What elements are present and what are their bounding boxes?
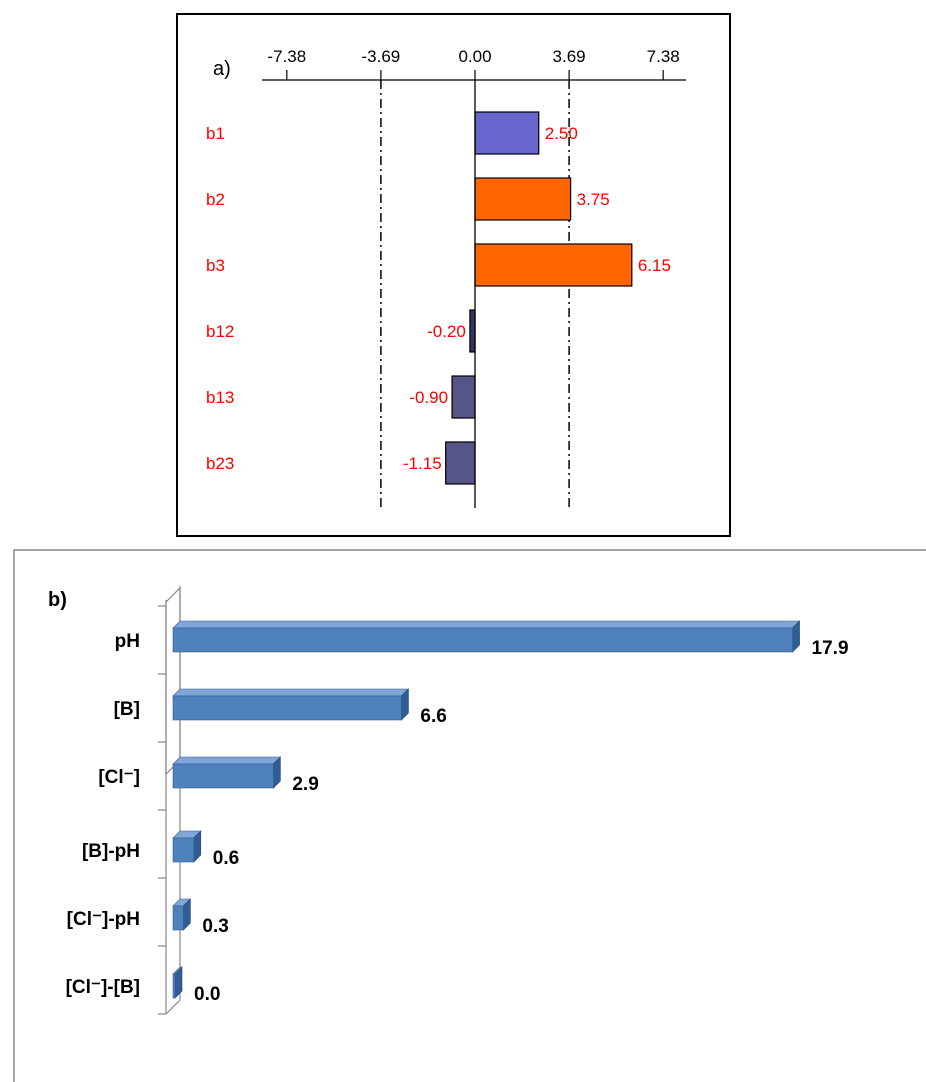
chart-b-bar	[173, 831, 201, 862]
chart-b-value-label: 2.9	[292, 774, 318, 795]
chart-b-category-label: [B]	[114, 699, 140, 720]
chart-b-bar	[173, 899, 190, 930]
chart-b-category-label: [Cl⁻]-[B]	[66, 977, 140, 998]
chart-b-value-label: 0.6	[213, 848, 239, 869]
chart-b-category-label: [B]-pH	[82, 841, 140, 862]
chart-b-bar	[173, 757, 280, 788]
chart-b-category-label: [Cl⁻]	[98, 767, 140, 788]
chart-b-value-label: 0.3	[202, 916, 228, 937]
chart-b-value-label: 17.9	[812, 638, 849, 659]
chart-b-category-label: pH	[115, 631, 140, 652]
chart-b-bar	[173, 689, 408, 720]
chart-b-axis-wall	[166, 588, 180, 774]
chart-b-category-label: [Cl⁻]-pH	[67, 909, 140, 930]
chart-b-bar	[173, 621, 800, 652]
chart-b-value-label: 0.0	[194, 984, 220, 1005]
chart-b-panel-label: b)	[48, 589, 67, 611]
chart-b-value-label: 6.6	[420, 706, 446, 727]
